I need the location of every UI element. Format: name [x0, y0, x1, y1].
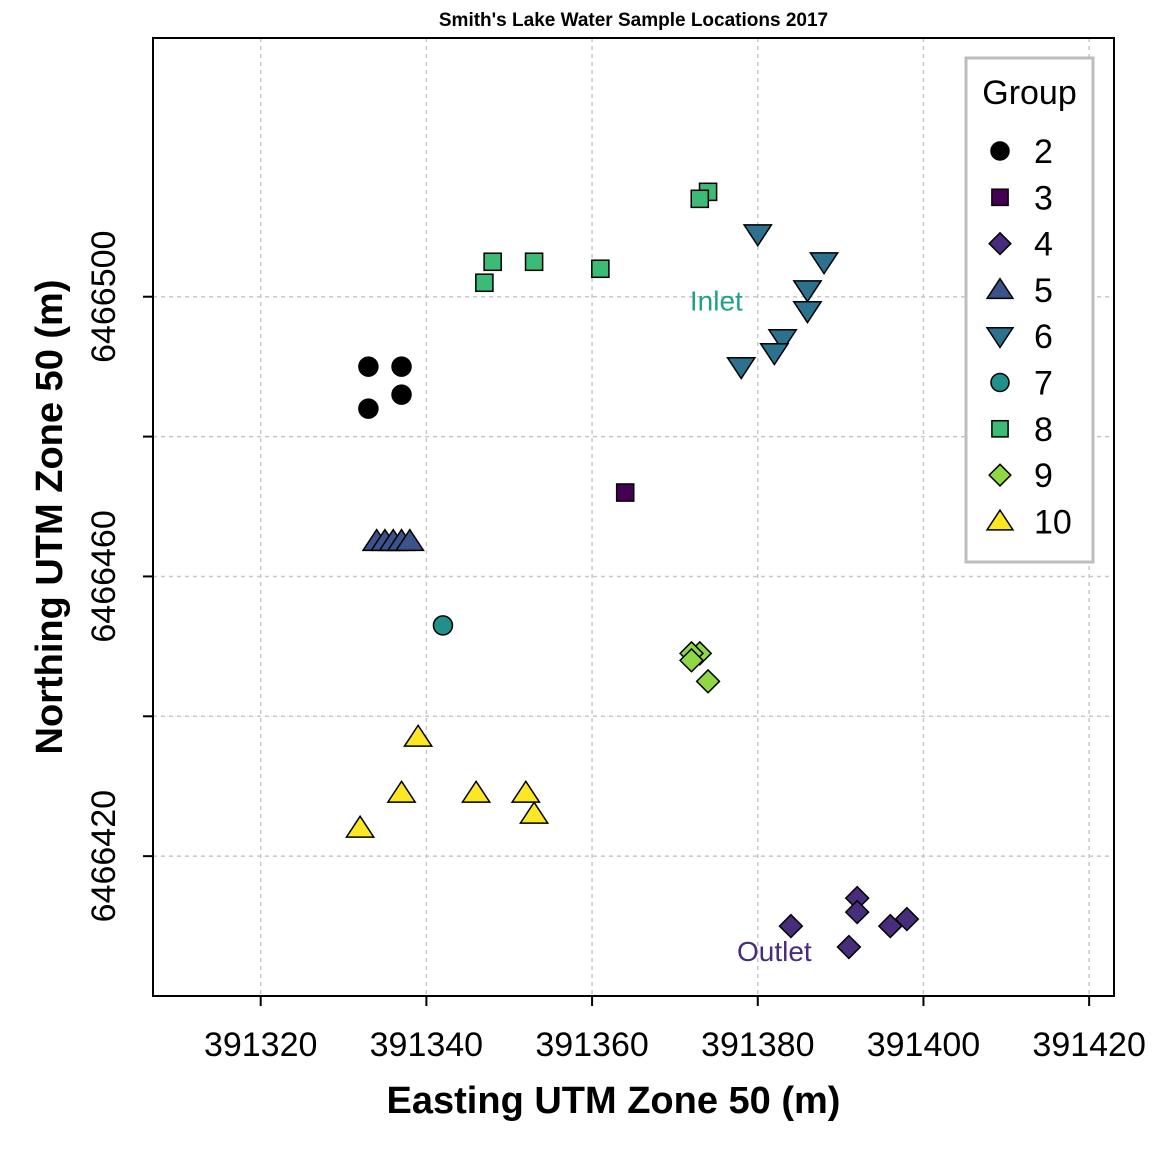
series-4 — [778, 885, 920, 960]
data-point — [524, 252, 544, 272]
series-8 — [475, 182, 718, 293]
data-point — [767, 329, 798, 352]
y-tick-label: 6466500 — [85, 231, 123, 363]
grid-lines — [153, 38, 1114, 996]
data-point — [877, 913, 903, 939]
annotation-label: Inlet — [690, 286, 743, 317]
x-tick-label: 391380 — [701, 1026, 814, 1064]
legend-label: 2 — [1034, 133, 1053, 171]
x-tick-label: 391400 — [867, 1026, 980, 1064]
data-point — [792, 301, 823, 324]
data-point — [742, 224, 773, 248]
data-point — [844, 899, 870, 925]
legend-label: 9 — [1034, 457, 1053, 495]
legend-label: 7 — [1034, 365, 1053, 403]
legend-marker — [985, 508, 1015, 531]
data-point — [778, 913, 804, 939]
data-point — [726, 357, 757, 380]
data-point — [510, 779, 541, 803]
legend-marker — [991, 419, 1009, 438]
data-point — [483, 252, 502, 272]
legend-label: 6 — [1034, 318, 1053, 356]
series-6 — [726, 224, 840, 380]
series-7 — [432, 615, 454, 636]
legend-marker — [985, 277, 1015, 300]
axes: 391320 391340 391360 391380 391400 391420 6466… — [85, 231, 1146, 1064]
data-point — [358, 356, 379, 377]
x-tick-label: 391340 — [370, 1026, 483, 1064]
legend-title: Group — [982, 74, 1077, 112]
data-point — [519, 800, 550, 824]
data-point — [345, 814, 376, 838]
legend-marker — [991, 188, 1009, 207]
x-axis-label: Easting UTM Zone 50 (m) — [387, 1080, 841, 1122]
data-point — [690, 189, 710, 209]
series-5 — [361, 528, 425, 552]
data-point — [391, 356, 412, 377]
x-tick-label: 391420 — [1032, 1026, 1145, 1064]
legend-box — [964, 56, 1095, 564]
data-point — [615, 483, 635, 502]
data-point — [432, 615, 454, 636]
series-10 — [345, 724, 550, 838]
data-point — [394, 528, 425, 552]
legend-label: 3 — [1034, 179, 1053, 217]
series-2 — [358, 356, 412, 419]
y-axis-label: Northing UTM Zone 50 (m) — [29, 280, 71, 755]
legend-label: 8 — [1034, 411, 1053, 449]
legend-label: 4 — [1034, 226, 1053, 264]
data-point — [679, 647, 704, 673]
data-point — [695, 668, 721, 694]
series-9 — [679, 640, 721, 694]
data-point — [808, 252, 840, 276]
legend-marker — [985, 327, 1015, 349]
y-tick-label: 6466460 — [85, 510, 123, 642]
data-point — [759, 343, 790, 366]
chart-title: Smith's Lake Water Sample Locations 2017 — [439, 10, 828, 31]
data-point — [836, 934, 862, 960]
data-point — [792, 280, 823, 303]
data-point — [403, 724, 434, 747]
annotations: Inlet Outlet — [690, 286, 812, 967]
plot-frame — [152, 37, 1115, 997]
legend-marker — [990, 372, 1010, 393]
data-point — [358, 398, 379, 419]
x-tick-label: 391320 — [204, 1026, 317, 1064]
data-points — [345, 182, 920, 960]
series-3 — [615, 483, 635, 502]
legend: Group 2 3 4 5 6 7 8 9 10 — [964, 56, 1095, 564]
data-point — [591, 259, 610, 279]
legend-label: 5 — [1034, 272, 1053, 310]
legend-marker — [988, 231, 1012, 256]
legend-marker — [988, 463, 1012, 487]
y-tick-label: 6466420 — [85, 790, 123, 922]
annotation-label: Outlet — [737, 936, 812, 967]
legend-label: 10 — [1034, 503, 1072, 541]
data-point — [475, 273, 494, 293]
legend-marker — [990, 141, 1010, 161]
data-point — [386, 779, 417, 803]
data-point — [461, 779, 492, 803]
data-point — [391, 384, 412, 405]
x-tick-label: 391360 — [535, 1026, 648, 1064]
